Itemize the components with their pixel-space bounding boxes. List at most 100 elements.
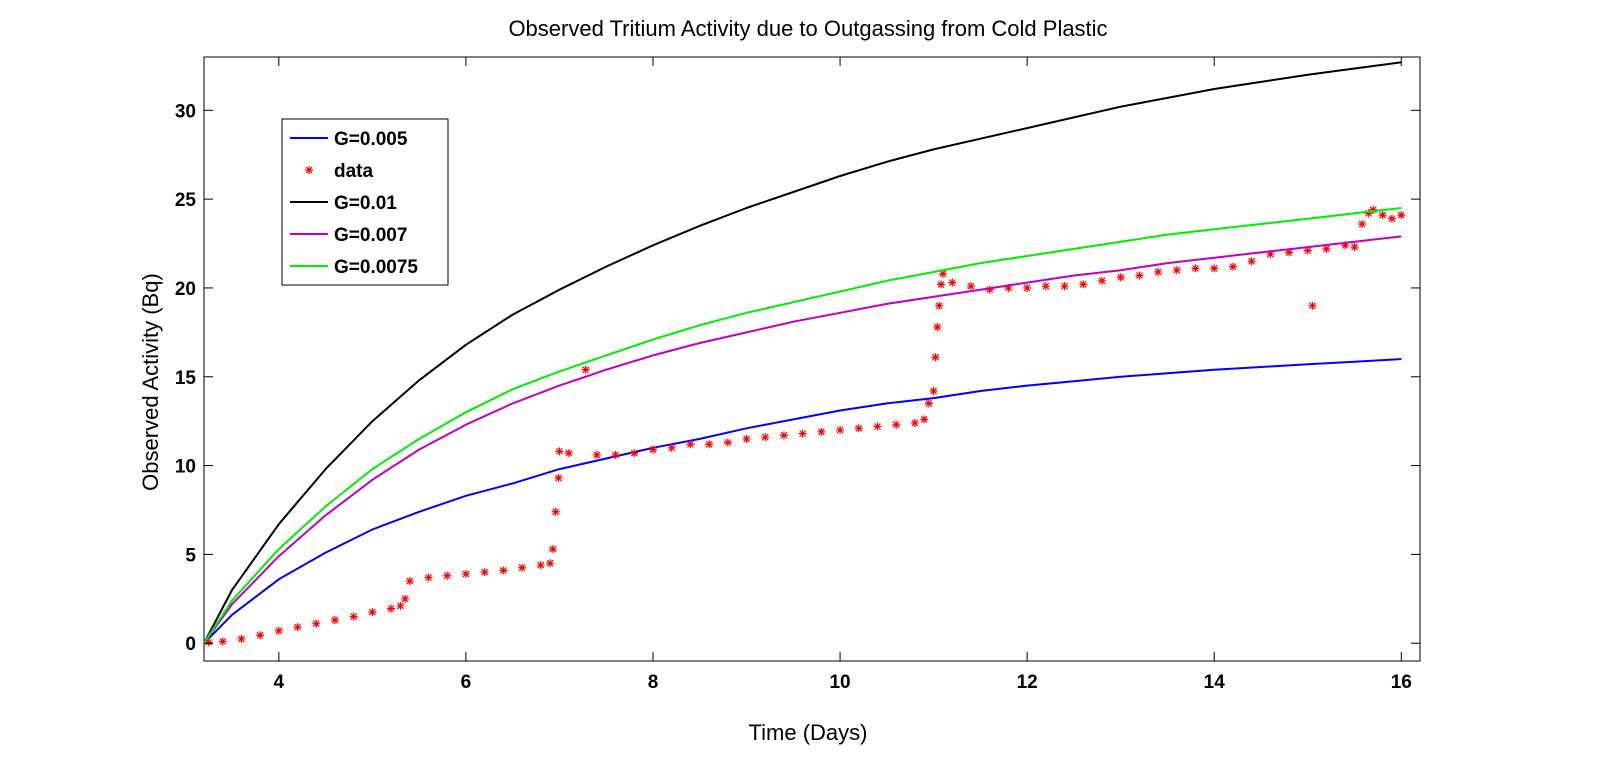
data-point	[1079, 280, 1088, 289]
series-line-g-0-005	[203, 358, 1402, 644]
y-tick-label: 10	[175, 457, 196, 478]
data-point	[349, 612, 358, 621]
data-point	[274, 626, 283, 635]
data-point	[779, 431, 788, 440]
data-point	[443, 571, 452, 580]
series-data	[204, 205, 1406, 647]
x-tick-label: 4	[274, 672, 285, 693]
x-tick-label: 14	[1204, 672, 1226, 693]
data-point	[548, 545, 557, 554]
data-point	[401, 594, 410, 603]
legend-entry-label: data	[334, 161, 374, 182]
data-point	[499, 566, 508, 575]
legend-entry-label: G=0.005	[334, 129, 408, 150]
data-point	[933, 323, 942, 332]
data-point	[551, 507, 560, 516]
data-point	[564, 449, 573, 458]
data-point	[1308, 301, 1317, 310]
data-point	[920, 415, 929, 424]
data-point	[924, 399, 933, 408]
data-point	[1378, 211, 1387, 220]
data-point	[555, 447, 564, 456]
y-tick-label: 30	[175, 101, 196, 122]
series-layer	[203, 61, 1406, 647]
data-point	[873, 422, 882, 431]
data-point	[581, 365, 590, 374]
data-point	[1364, 209, 1373, 218]
data-point	[967, 282, 976, 291]
data-point	[1303, 246, 1312, 255]
data-point	[1322, 244, 1331, 253]
data-point	[387, 604, 396, 613]
legend: G=0.005 data G=0.01 G=0.007 G=0.0075	[281, 118, 449, 286]
data-point	[1369, 205, 1378, 214]
data-point	[518, 563, 527, 572]
data-point	[1266, 250, 1275, 259]
series-g-0-007	[203, 235, 1402, 644]
data-point	[312, 619, 321, 628]
ticks-layer: 4 6 8 10 12 14 16 0 5 10 15 20 25 30	[175, 57, 1420, 693]
data-point	[1023, 283, 1032, 292]
series-g-0-005	[203, 358, 1402, 644]
legend-entry-label: G=0.007	[334, 225, 407, 246]
series-g-0-0075	[203, 207, 1402, 644]
data-point	[1154, 267, 1163, 276]
data-point	[237, 634, 246, 643]
series-line-g-0-01	[203, 61, 1402, 644]
data-point	[480, 568, 489, 577]
data-point	[256, 631, 265, 640]
data-point	[461, 569, 470, 578]
data-point	[611, 450, 620, 459]
data-point	[592, 450, 601, 459]
data-point	[1097, 276, 1106, 285]
data-point	[1350, 243, 1359, 252]
data-point	[854, 424, 863, 433]
data-point	[1135, 271, 1144, 280]
data-point	[929, 386, 938, 395]
data-point	[204, 638, 213, 647]
data-point	[937, 280, 946, 289]
data-point	[985, 285, 994, 294]
data-point	[1060, 282, 1069, 291]
data-point	[817, 427, 826, 436]
data-point	[405, 577, 414, 586]
data-point	[705, 440, 714, 449]
data-point	[798, 429, 807, 438]
data-point	[396, 601, 405, 610]
data-point	[536, 561, 545, 570]
x-tick-label: 10	[829, 672, 850, 693]
data-point	[1358, 219, 1367, 228]
y-tick-label: 20	[175, 279, 196, 300]
data-point	[948, 278, 957, 287]
series-line-g-0-007	[203, 235, 1402, 644]
y-tick-label: 25	[175, 190, 197, 211]
data-point	[1172, 266, 1181, 275]
x-tick-label: 16	[1391, 672, 1412, 693]
data-point	[1397, 211, 1406, 220]
data-point	[648, 445, 657, 454]
data-point	[1210, 264, 1219, 273]
y-tick-label: 5	[185, 545, 196, 566]
chart-title: Observed Tritium Activity due to Outgass…	[508, 16, 1107, 41]
data-point	[1228, 262, 1237, 271]
y-tick-label: 15	[175, 368, 197, 389]
data-point	[1191, 264, 1200, 273]
data-point	[938, 269, 947, 278]
data-point	[424, 573, 433, 582]
legend-entry-label: G=0.0075	[334, 257, 418, 278]
x-tick-label: 12	[1017, 672, 1038, 693]
data-point	[892, 420, 901, 429]
data-point	[546, 559, 555, 568]
y-axis-label: Observed Activity (Bq)	[138, 273, 163, 491]
series-g-0-01	[203, 61, 1402, 644]
data-point	[1341, 241, 1350, 250]
data-point	[686, 440, 695, 449]
data-point	[293, 623, 302, 632]
legend-entry-label: G=0.01	[334, 193, 397, 214]
data-point	[305, 166, 313, 174]
data-point	[218, 637, 227, 646]
data-point	[667, 443, 676, 452]
data-point	[1247, 257, 1256, 266]
data-point	[1004, 283, 1013, 292]
